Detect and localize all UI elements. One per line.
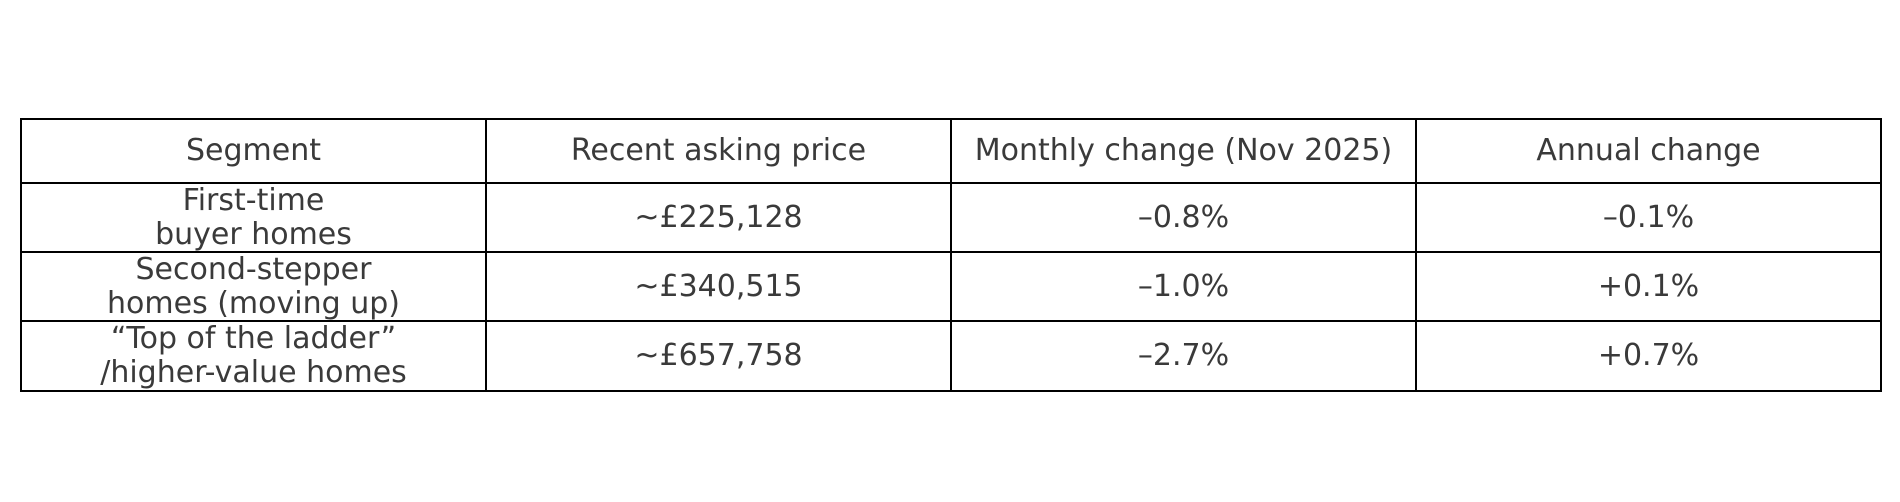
table-row-first-time-buyers: First-time buyer homes ~£225,128 –0.8% –…: [20, 181, 1882, 254]
housing-segments-table: Segment Recent asking price Monthly chan…: [20, 118, 1882, 392]
asking-price-cell: ~£657,758: [485, 320, 952, 392]
header-cell-segment: Segment: [20, 118, 487, 184]
monthly-change-cell: –2.7%: [950, 320, 1417, 392]
header-cell-asking-price: Recent asking price: [485, 118, 952, 184]
segment-cell: “Top of the ladder” /higher-value homes: [20, 320, 487, 392]
header-row: Segment Recent asking price Monthly chan…: [20, 118, 1882, 184]
table-row-top-of-ladder: “Top of the ladder” /higher-value homes …: [20, 320, 1882, 392]
monthly-change-cell: –1.0%: [950, 251, 1417, 323]
table-row-second-steppers: Second-stepper homes (moving up) ~£340,5…: [20, 251, 1882, 323]
annual-change-cell: +0.7%: [1415, 320, 1882, 392]
segment-cell: Second-stepper homes (moving up): [20, 251, 487, 323]
header-cell-annual-change: Annual change: [1415, 118, 1882, 184]
segment-cell: First-time buyer homes: [20, 181, 487, 254]
header-cell-monthly-change: Monthly change (Nov 2025): [950, 118, 1417, 184]
annual-change-cell: –0.1%: [1415, 181, 1882, 254]
table-container: Segment Recent asking price Monthly chan…: [20, 118, 1882, 392]
asking-price-cell: ~£225,128: [485, 181, 952, 254]
monthly-change-cell: –0.8%: [950, 181, 1417, 254]
annual-change-cell: +0.1%: [1415, 251, 1882, 323]
asking-price-cell: ~£340,515: [485, 251, 952, 323]
